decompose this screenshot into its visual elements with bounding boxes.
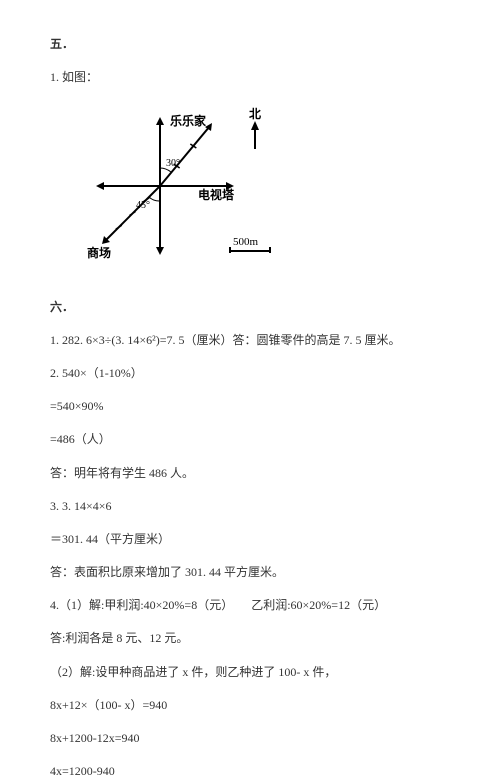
svg-text:45°: 45° (136, 200, 150, 211)
svg-text:北: 北 (249, 106, 261, 121)
sec6-line: 8x+1200-12x=940 (50, 729, 450, 748)
svg-text:商场: 商场 (87, 245, 111, 260)
sec6-line: 答:利润各是 8 元、12 元。 (50, 629, 450, 648)
sec6-line: 2. 540×（1-10%） (50, 364, 450, 383)
sec6-line: （2）解:设甲种商品进了 x 件，则乙种进了 100- x 件， (50, 663, 450, 682)
svg-text:电视塔: 电视塔 (198, 187, 235, 202)
sec6-line: =486（人） (50, 430, 450, 449)
compass-diagram: 乐乐家 北电视塔商场 30° 45° 500m (70, 101, 280, 271)
sec6-line: 4x=1200-940 (50, 762, 450, 781)
section-6-heading: 六． (50, 298, 450, 317)
sec6-line: 8x+12×（100- x）=940 (50, 696, 450, 715)
svg-text:30°: 30° (166, 158, 180, 169)
sec6-line: =540×90% (50, 397, 450, 416)
sec6-line: 1. 282. 6×3÷(3. 14×6²)=7. 5（厘米）答：圆锥零件的高是… (50, 331, 450, 350)
sec6-line: 答：明年将有学生 486 人。 (50, 464, 450, 483)
diagram-container: 乐乐家 北电视塔商场 30° 45° 500m (70, 101, 450, 277)
sec6-line: ＝301. 44（平方厘米） (50, 530, 450, 549)
section-5-heading: 五． (50, 35, 450, 54)
sec5-item1-label: 1. 如图： (50, 68, 450, 87)
sec6-line: 4.（1）解:甲利润:40×20%=8（元） 乙利润:60×20%=12（元） (50, 596, 450, 615)
svg-text:乐乐家: 乐乐家 (170, 113, 207, 128)
svg-text:500m: 500m (233, 236, 259, 248)
sec6-line: 答：表面积比原来增加了 301. 44 平方厘米。 (50, 563, 450, 582)
sec6-line: 3. 3. 14×4×6 (50, 497, 450, 516)
